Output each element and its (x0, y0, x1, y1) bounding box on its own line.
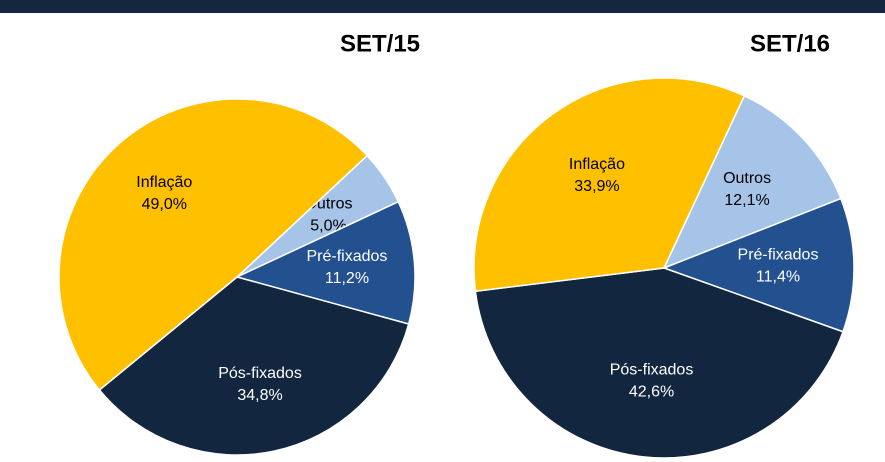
pie-slice (98, 276, 410, 456)
header-bar (0, 0, 885, 13)
slice-value-label: 11,2% (325, 270, 369, 287)
slice-label: Pré-fixados (307, 248, 388, 265)
slice-value-label: 42,6% (629, 384, 674, 401)
slice-label: Outros (723, 170, 771, 187)
slice-value-label: 34,8% (237, 387, 282, 404)
slice-label: Pós-fixados (218, 365, 302, 382)
slice-label: Pré-fixados (738, 246, 819, 263)
pie-slice (474, 267, 844, 459)
slice-value-label: 12,1% (724, 192, 769, 209)
pie-slice (661, 197, 855, 333)
slice-label: Inflação (569, 156, 625, 173)
pie-slice (58, 98, 369, 392)
pie-slice (662, 94, 842, 270)
slice-value-label: 49,0% (142, 196, 187, 213)
slice-value-label: 33,9% (574, 178, 619, 195)
slice-value-label: 11,4% (756, 268, 800, 285)
slice-label: Inflação (136, 174, 192, 191)
chart-title: SET/15 (340, 30, 420, 57)
chart-title: SET/16 (750, 30, 830, 57)
pie-slice (234, 200, 416, 325)
pie-slice (473, 77, 746, 293)
slice-label: Pós-fixados (610, 362, 694, 379)
